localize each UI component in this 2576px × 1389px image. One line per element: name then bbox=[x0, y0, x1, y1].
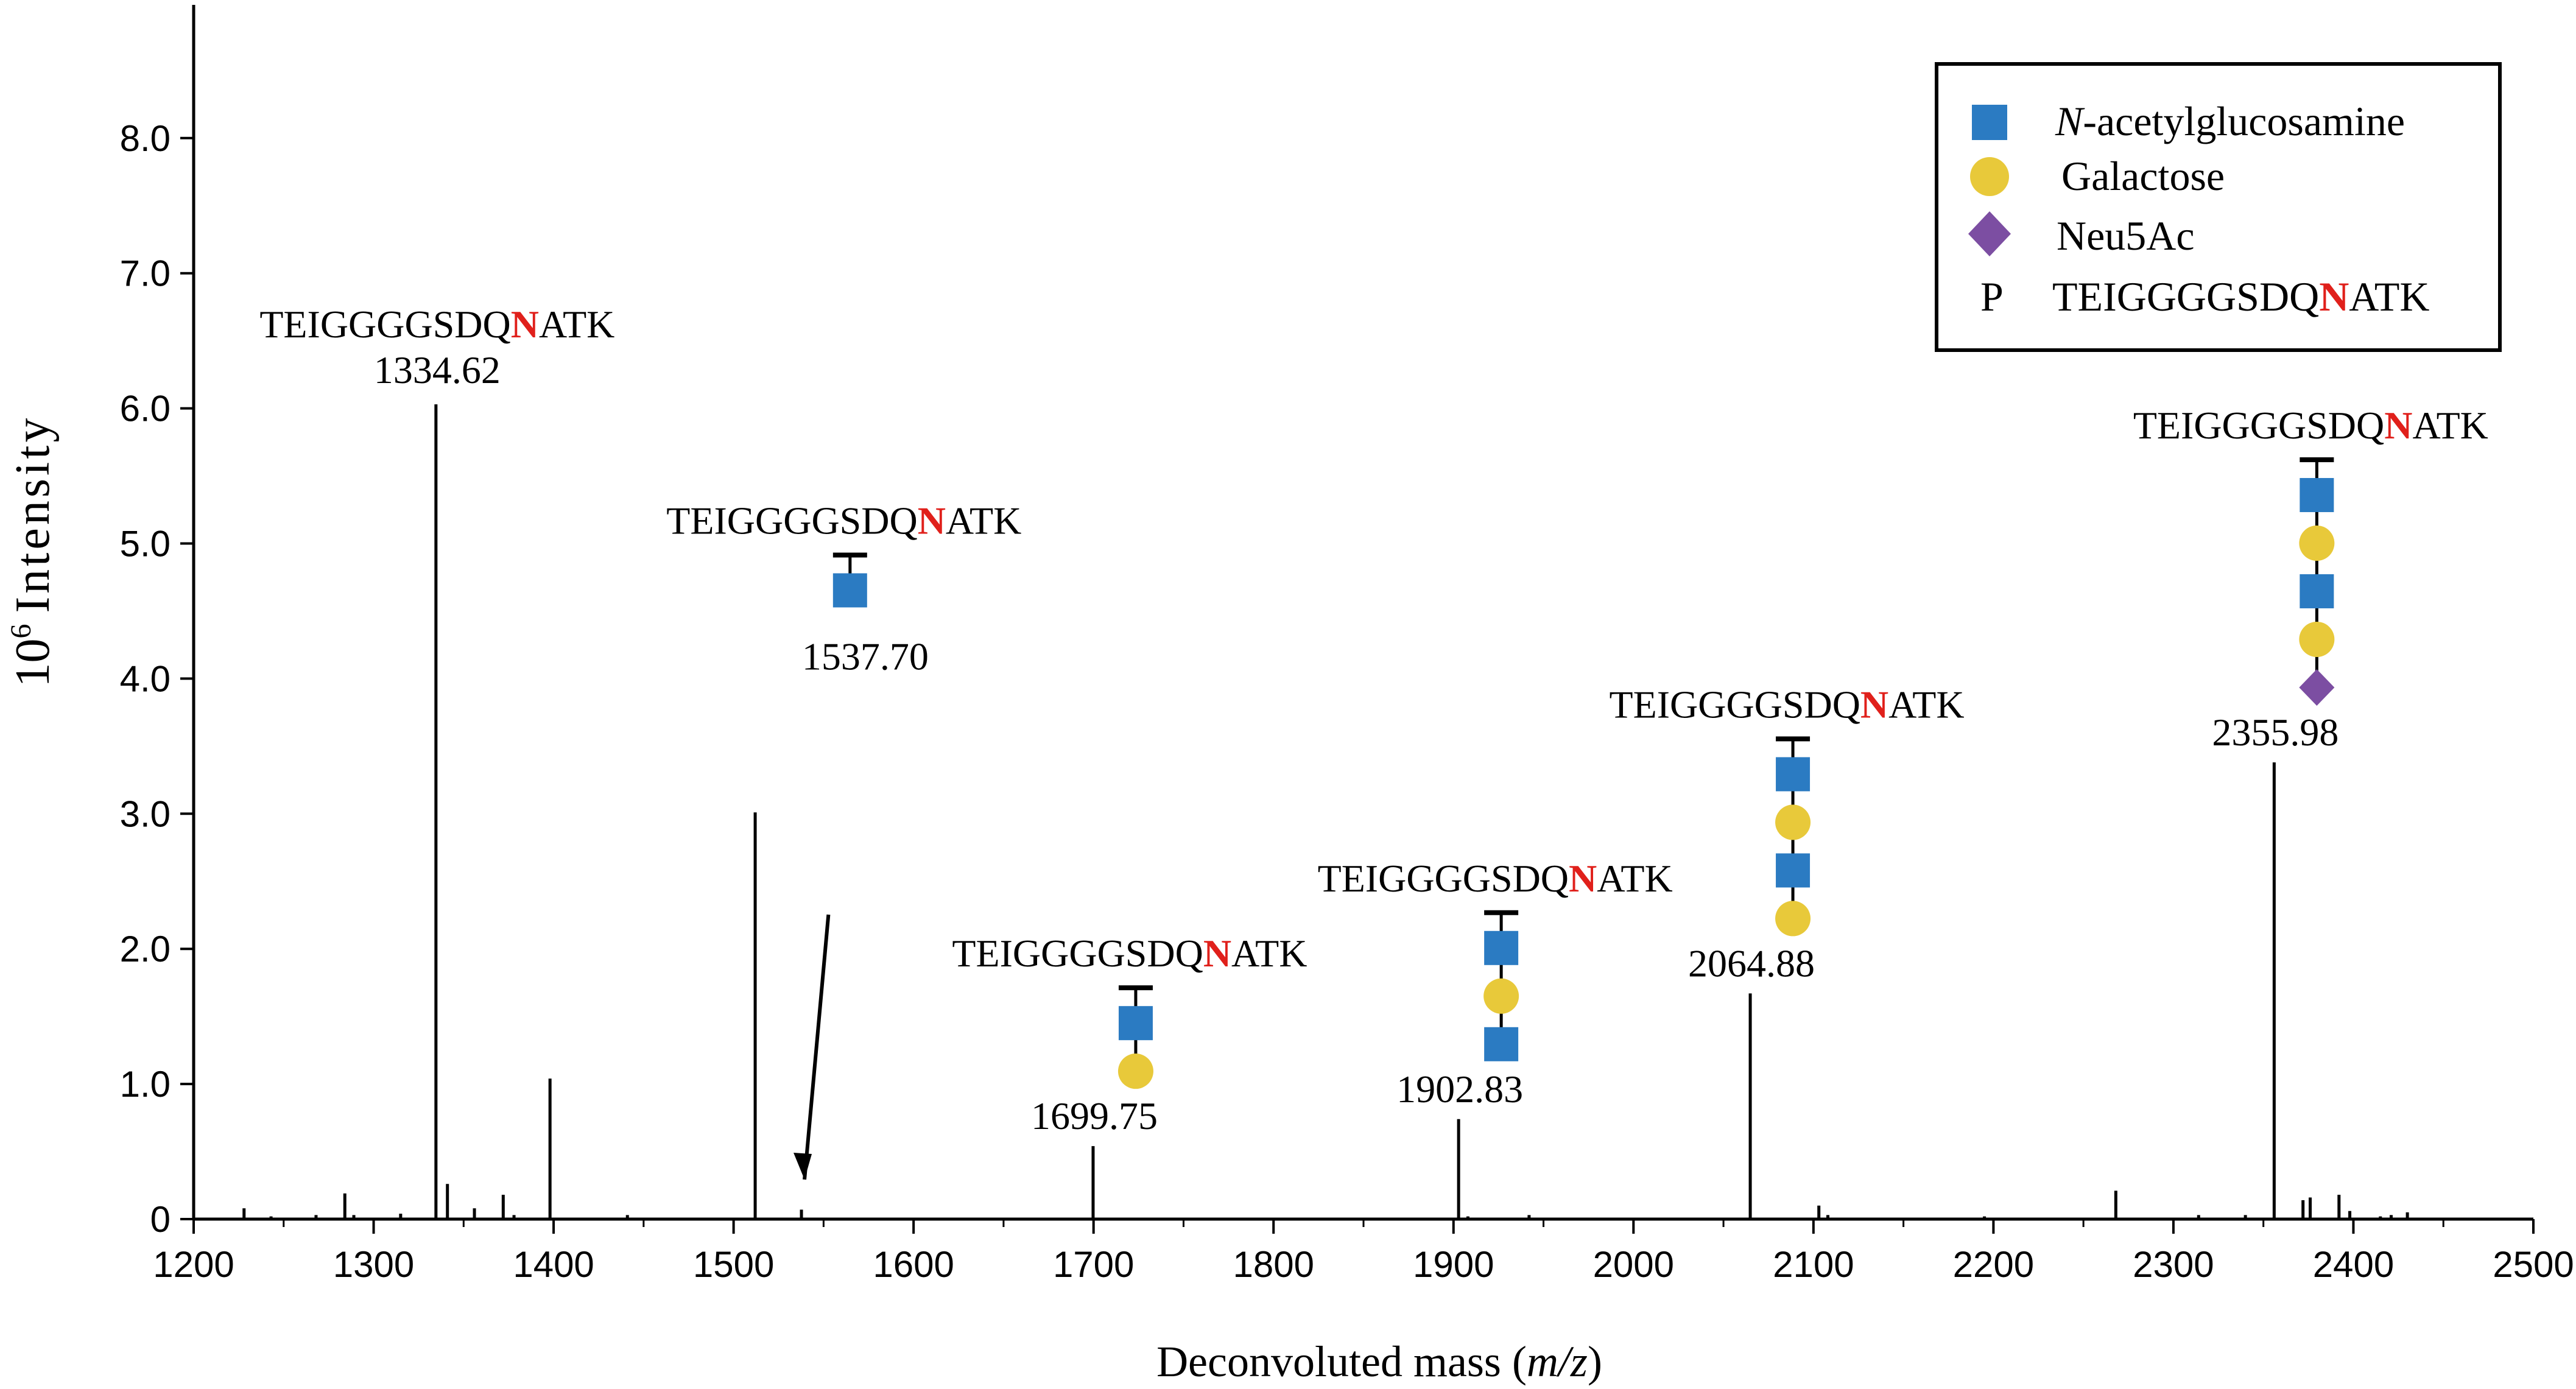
galactose-icon bbox=[2299, 525, 2335, 561]
glcnac-icon bbox=[2300, 477, 2334, 512]
x-tick-label: 2200 bbox=[1953, 1244, 2034, 1285]
legend: N-acetylglucosamine Galactose Neu5Ac P T… bbox=[1935, 62, 2502, 352]
glcnac-icon bbox=[1776, 757, 1811, 792]
mass-label: 1537.70 bbox=[802, 635, 929, 678]
peptide-label: TEIGGGGSDQNATK bbox=[666, 499, 1021, 542]
peptide-label: TEIGGGGSDQNATK bbox=[259, 303, 614, 346]
peak-annotation: TEIGGGGSDQNATK 1902.83 bbox=[1318, 857, 1673, 1111]
legend-peptide-label: TEIGGGGSDQNATK bbox=[2052, 273, 2430, 320]
galactose-icon bbox=[1775, 804, 1811, 840]
glcnac-icon bbox=[1484, 1027, 1519, 1061]
glcnac-icon bbox=[1118, 1006, 1153, 1041]
y-tick-label: 6.0 bbox=[120, 389, 171, 429]
x-tick-label: 2000 bbox=[1593, 1244, 1674, 1285]
peptide-label: TEIGGGGSDQNATK bbox=[2133, 404, 2488, 447]
x-tick-label: 1400 bbox=[513, 1244, 594, 1285]
x-tick-label: 1600 bbox=[873, 1244, 954, 1285]
peptide-label: TEIGGGGSDQNATK bbox=[1318, 857, 1673, 900]
y-tick-label: 7.0 bbox=[120, 253, 171, 294]
x-tick-label: 1500 bbox=[693, 1244, 774, 1285]
y-axis-label: 106Intensity bbox=[5, 415, 60, 687]
legend-neu5ac-icon bbox=[1968, 211, 2011, 256]
peptide-label: TEIGGGGSDQNATK bbox=[952, 932, 1307, 975]
peaks bbox=[242, 404, 2409, 1219]
galactose-icon bbox=[2299, 621, 2335, 657]
legend-box bbox=[1935, 62, 2502, 352]
glcnac-icon bbox=[1484, 930, 1519, 965]
galactose-icon bbox=[1483, 978, 1519, 1014]
y-tick-label: 4.0 bbox=[120, 658, 171, 699]
peak-annotations: 1334.62TEIGGGGSDQNATKTEIGGGGSDQNATK1537.… bbox=[259, 303, 2488, 1180]
x-tick-label: 1200 bbox=[153, 1244, 234, 1285]
mass-label: 1902.83 bbox=[1396, 1067, 1523, 1111]
mass-label: 2355.98 bbox=[2212, 711, 2338, 754]
mass-label: 1334.62 bbox=[374, 348, 501, 392]
legend-glcnac-icon bbox=[1972, 105, 2007, 140]
x-tick-label: 1700 bbox=[1053, 1244, 1134, 1285]
legend-glcnac-label: N-acetylglucosamine bbox=[2055, 98, 2405, 144]
pointer-arrowhead bbox=[794, 1153, 812, 1180]
x-tick-label: 2500 bbox=[2493, 1244, 2574, 1285]
x-tick-label: 1300 bbox=[333, 1244, 414, 1285]
x-ticks: 1200 1300 1400 1500 1600 1700 1800 1900 2000 2100… bbox=[153, 1219, 2574, 1285]
peak-annotation: TEIGGGGSDQNATK 1699.75 bbox=[952, 932, 1307, 1138]
y-tick-label: 8.0 bbox=[120, 118, 171, 159]
galactose-icon bbox=[1117, 1053, 1153, 1089]
mass-label: 2064.88 bbox=[1688, 941, 1815, 985]
legend-galactose-icon bbox=[1970, 157, 2009, 196]
pointer-arrow bbox=[803, 914, 831, 1180]
neu5ac-icon bbox=[2299, 669, 2335, 706]
y-tick-label: 5.0 bbox=[120, 524, 171, 564]
glcnac-icon bbox=[1776, 853, 1811, 888]
galactose-icon bbox=[1775, 901, 1811, 937]
legend-peptide-symbol: P bbox=[1980, 273, 2004, 320]
mass-label: 1699.75 bbox=[1031, 1094, 1158, 1138]
legend-galactose-label: Galactose bbox=[2061, 153, 2225, 199]
peptide-label: TEIGGGGSDQNATK bbox=[1610, 683, 1965, 726]
glcnac-icon bbox=[832, 573, 867, 608]
y-tick-label: 3.0 bbox=[120, 793, 171, 834]
x-axis-label: Deconvoluted mass (m/z) bbox=[1156, 1337, 1602, 1386]
y-tick-label: 0 bbox=[150, 1199, 171, 1240]
x-tick-label: 2100 bbox=[1773, 1244, 1854, 1285]
x-tick-label: 2300 bbox=[2133, 1244, 2214, 1285]
x-tick-label: 1900 bbox=[1413, 1244, 1494, 1285]
peak-annotation: TEIGGGGSDQNATK 2064.88 bbox=[1610, 683, 1965, 985]
x-tick-label: 2400 bbox=[2313, 1244, 2394, 1285]
y-tick-label: 1.0 bbox=[120, 1064, 171, 1105]
x-tick-label: 1800 bbox=[1233, 1244, 1314, 1285]
glcnac-icon bbox=[2300, 574, 2334, 608]
y-tick-label: 2.0 bbox=[120, 929, 171, 969]
peak-annotation: TEIGGGGSDQNATK 2355.98 bbox=[2133, 404, 2488, 754]
peak-annotation: TEIGGGGSDQNATK 1537.70 bbox=[666, 499, 1021, 1180]
y-ticks: 0 1.0 2.0 3.0 4.0 5.0 6.0 7.0 8.0 bbox=[120, 118, 194, 1240]
legend-neu5ac-label: Neu5Ac bbox=[2057, 213, 2195, 259]
